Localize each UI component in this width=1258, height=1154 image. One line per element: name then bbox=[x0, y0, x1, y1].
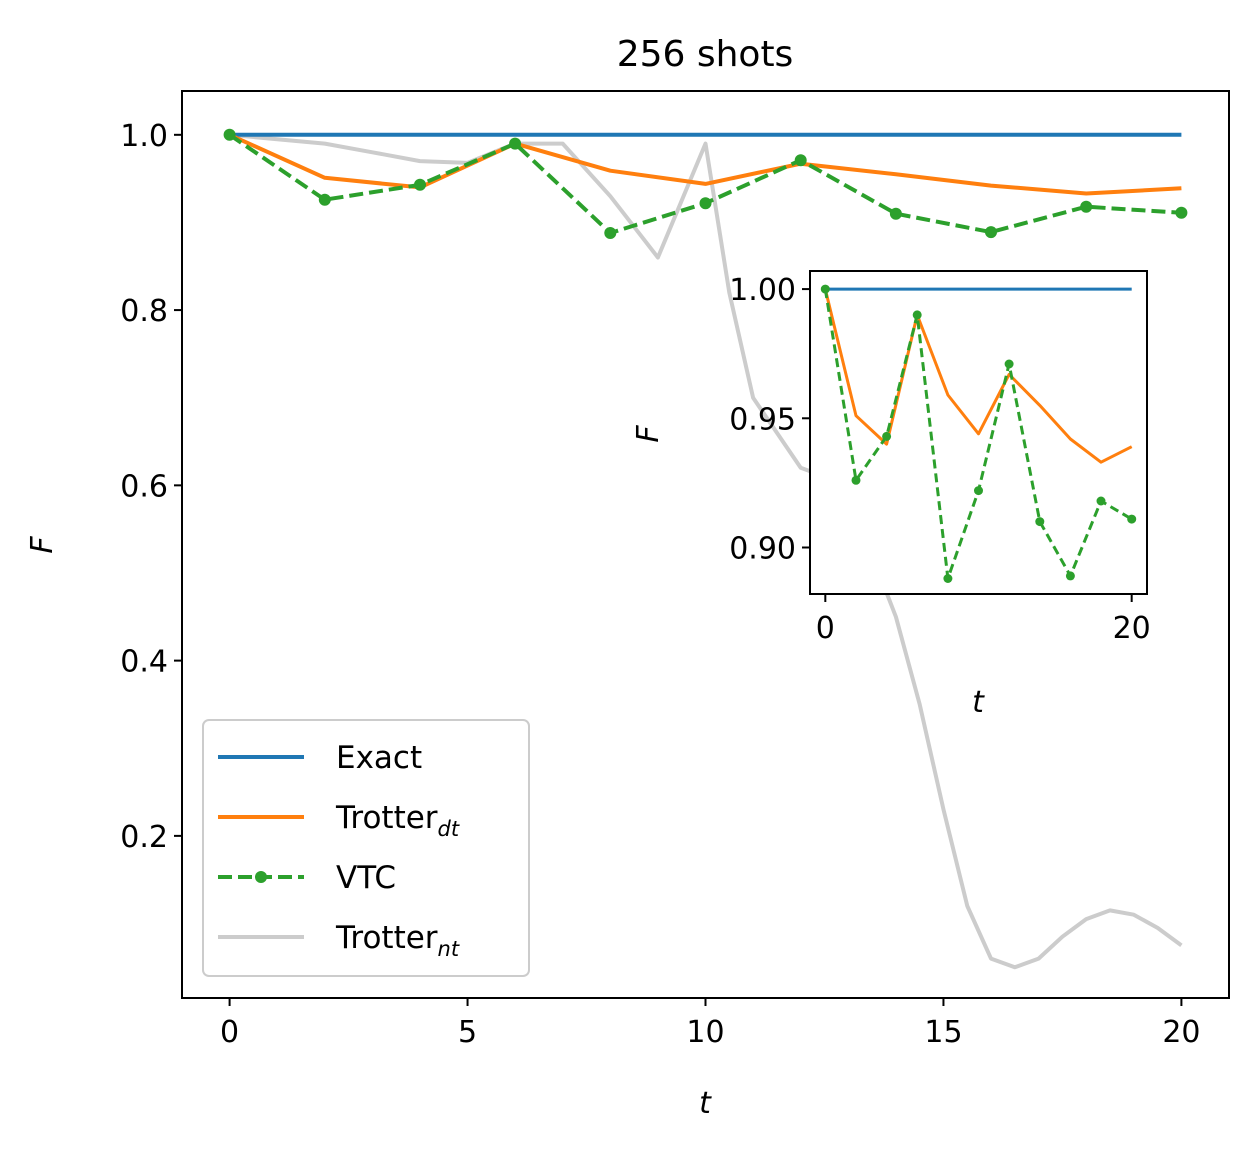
main-series-vtc-point bbox=[794, 154, 807, 167]
legend-box bbox=[202, 719, 530, 977]
inset-x-tick-label: 0 bbox=[816, 611, 835, 646]
inset-series-vtc-point bbox=[912, 310, 922, 320]
inset-x-ticks: 0 20 bbox=[816, 594, 1151, 646]
main-series-vtc-point bbox=[985, 226, 997, 239]
main-x-tick-label: 0 bbox=[220, 1015, 239, 1050]
main-y-tick-label: 0.8 bbox=[120, 294, 168, 329]
main-y-tick-label: 1.0 bbox=[120, 119, 168, 154]
main-series-vtc-point bbox=[414, 178, 426, 191]
main-y-tick-label: 0.2 bbox=[120, 820, 168, 855]
legend: Exact Trotterdt VTC Trotternt bbox=[202, 719, 530, 977]
inset-series-vtc-point bbox=[974, 486, 983, 496]
main-series-vtc-point bbox=[509, 137, 522, 150]
main-series-vtc-point bbox=[223, 128, 236, 141]
inset-series-vtc-point bbox=[882, 431, 892, 441]
main-y-axis-label: F bbox=[25, 536, 60, 554]
main-series-vtc-point bbox=[1080, 200, 1093, 213]
inset-y-tick-label: 0.95 bbox=[729, 402, 796, 437]
inset-y-tick-label: 0.90 bbox=[729, 531, 796, 566]
main-x-tick-label: 15 bbox=[924, 1015, 962, 1050]
inset-series-layer bbox=[820, 284, 1137, 583]
inset-series-vtc-point bbox=[820, 284, 830, 294]
inset-series-vtc-point bbox=[1065, 571, 1075, 581]
main-series-vtc-point bbox=[318, 193, 331, 206]
main-y-tick-label: 0.4 bbox=[120, 645, 168, 680]
inset-x-axis-label: t bbox=[972, 685, 985, 720]
inset-x-tick-label: 20 bbox=[1113, 611, 1151, 646]
legend-entry-trotter-nt: Trotternt bbox=[335, 920, 460, 961]
main-series-vtc-point bbox=[1175, 206, 1188, 219]
main-y-tick-label: 0.6 bbox=[120, 469, 168, 504]
inset-series-vtc-point bbox=[1127, 514, 1137, 524]
legend-entry-exact: Exact bbox=[336, 740, 422, 776]
main-x-tick-label: 20 bbox=[1162, 1015, 1200, 1050]
main-series-vtc-point bbox=[889, 207, 902, 220]
inset-series-vtc-point bbox=[1096, 496, 1106, 506]
main-x-axis-label: t bbox=[699, 1086, 712, 1121]
inset-plot: 0 20 0.90 0.95 1.00 t F bbox=[631, 270, 1151, 720]
inset-series-vtc-point bbox=[1004, 359, 1014, 369]
inset-series-vtc-point bbox=[851, 475, 861, 485]
inset-y-tick-label: 1.00 bbox=[729, 273, 796, 308]
main-series-trotter-dt-line bbox=[228, 132, 1182, 196]
main-x-ticks: 0 5 10 15 20 bbox=[220, 998, 1201, 1050]
inset-y-axis-label: F bbox=[631, 425, 666, 443]
legend-marker-vtc bbox=[255, 871, 267, 883]
main-y-ticks: 0.2 0.4 0.6 0.8 1.0 bbox=[120, 119, 182, 855]
legend-entry-trotter-dt: Trotterdt bbox=[335, 800, 460, 841]
chart-title: 256 shots bbox=[617, 34, 794, 75]
inset-series-vtc-point bbox=[1035, 517, 1045, 527]
main-series-vtc-point bbox=[604, 227, 617, 239]
inset-series-trotter-dt-line bbox=[823, 288, 1133, 464]
legend-entry-vtc: VTC bbox=[336, 860, 396, 896]
inset-series-vtc-point bbox=[943, 574, 953, 583]
main-plot: 256 shots 0 5 10 15 20 0.2 0.4 0.6 0.8 1.0 t F bbox=[25, 34, 1230, 1121]
main-x-tick-label: 10 bbox=[686, 1015, 724, 1050]
main-series-vtc-point bbox=[699, 197, 712, 210]
inset-axes-frame bbox=[809, 270, 1148, 595]
inset-y-ticks: 0.90 0.95 1.00 bbox=[729, 273, 810, 566]
main-x-tick-label: 5 bbox=[458, 1015, 477, 1050]
